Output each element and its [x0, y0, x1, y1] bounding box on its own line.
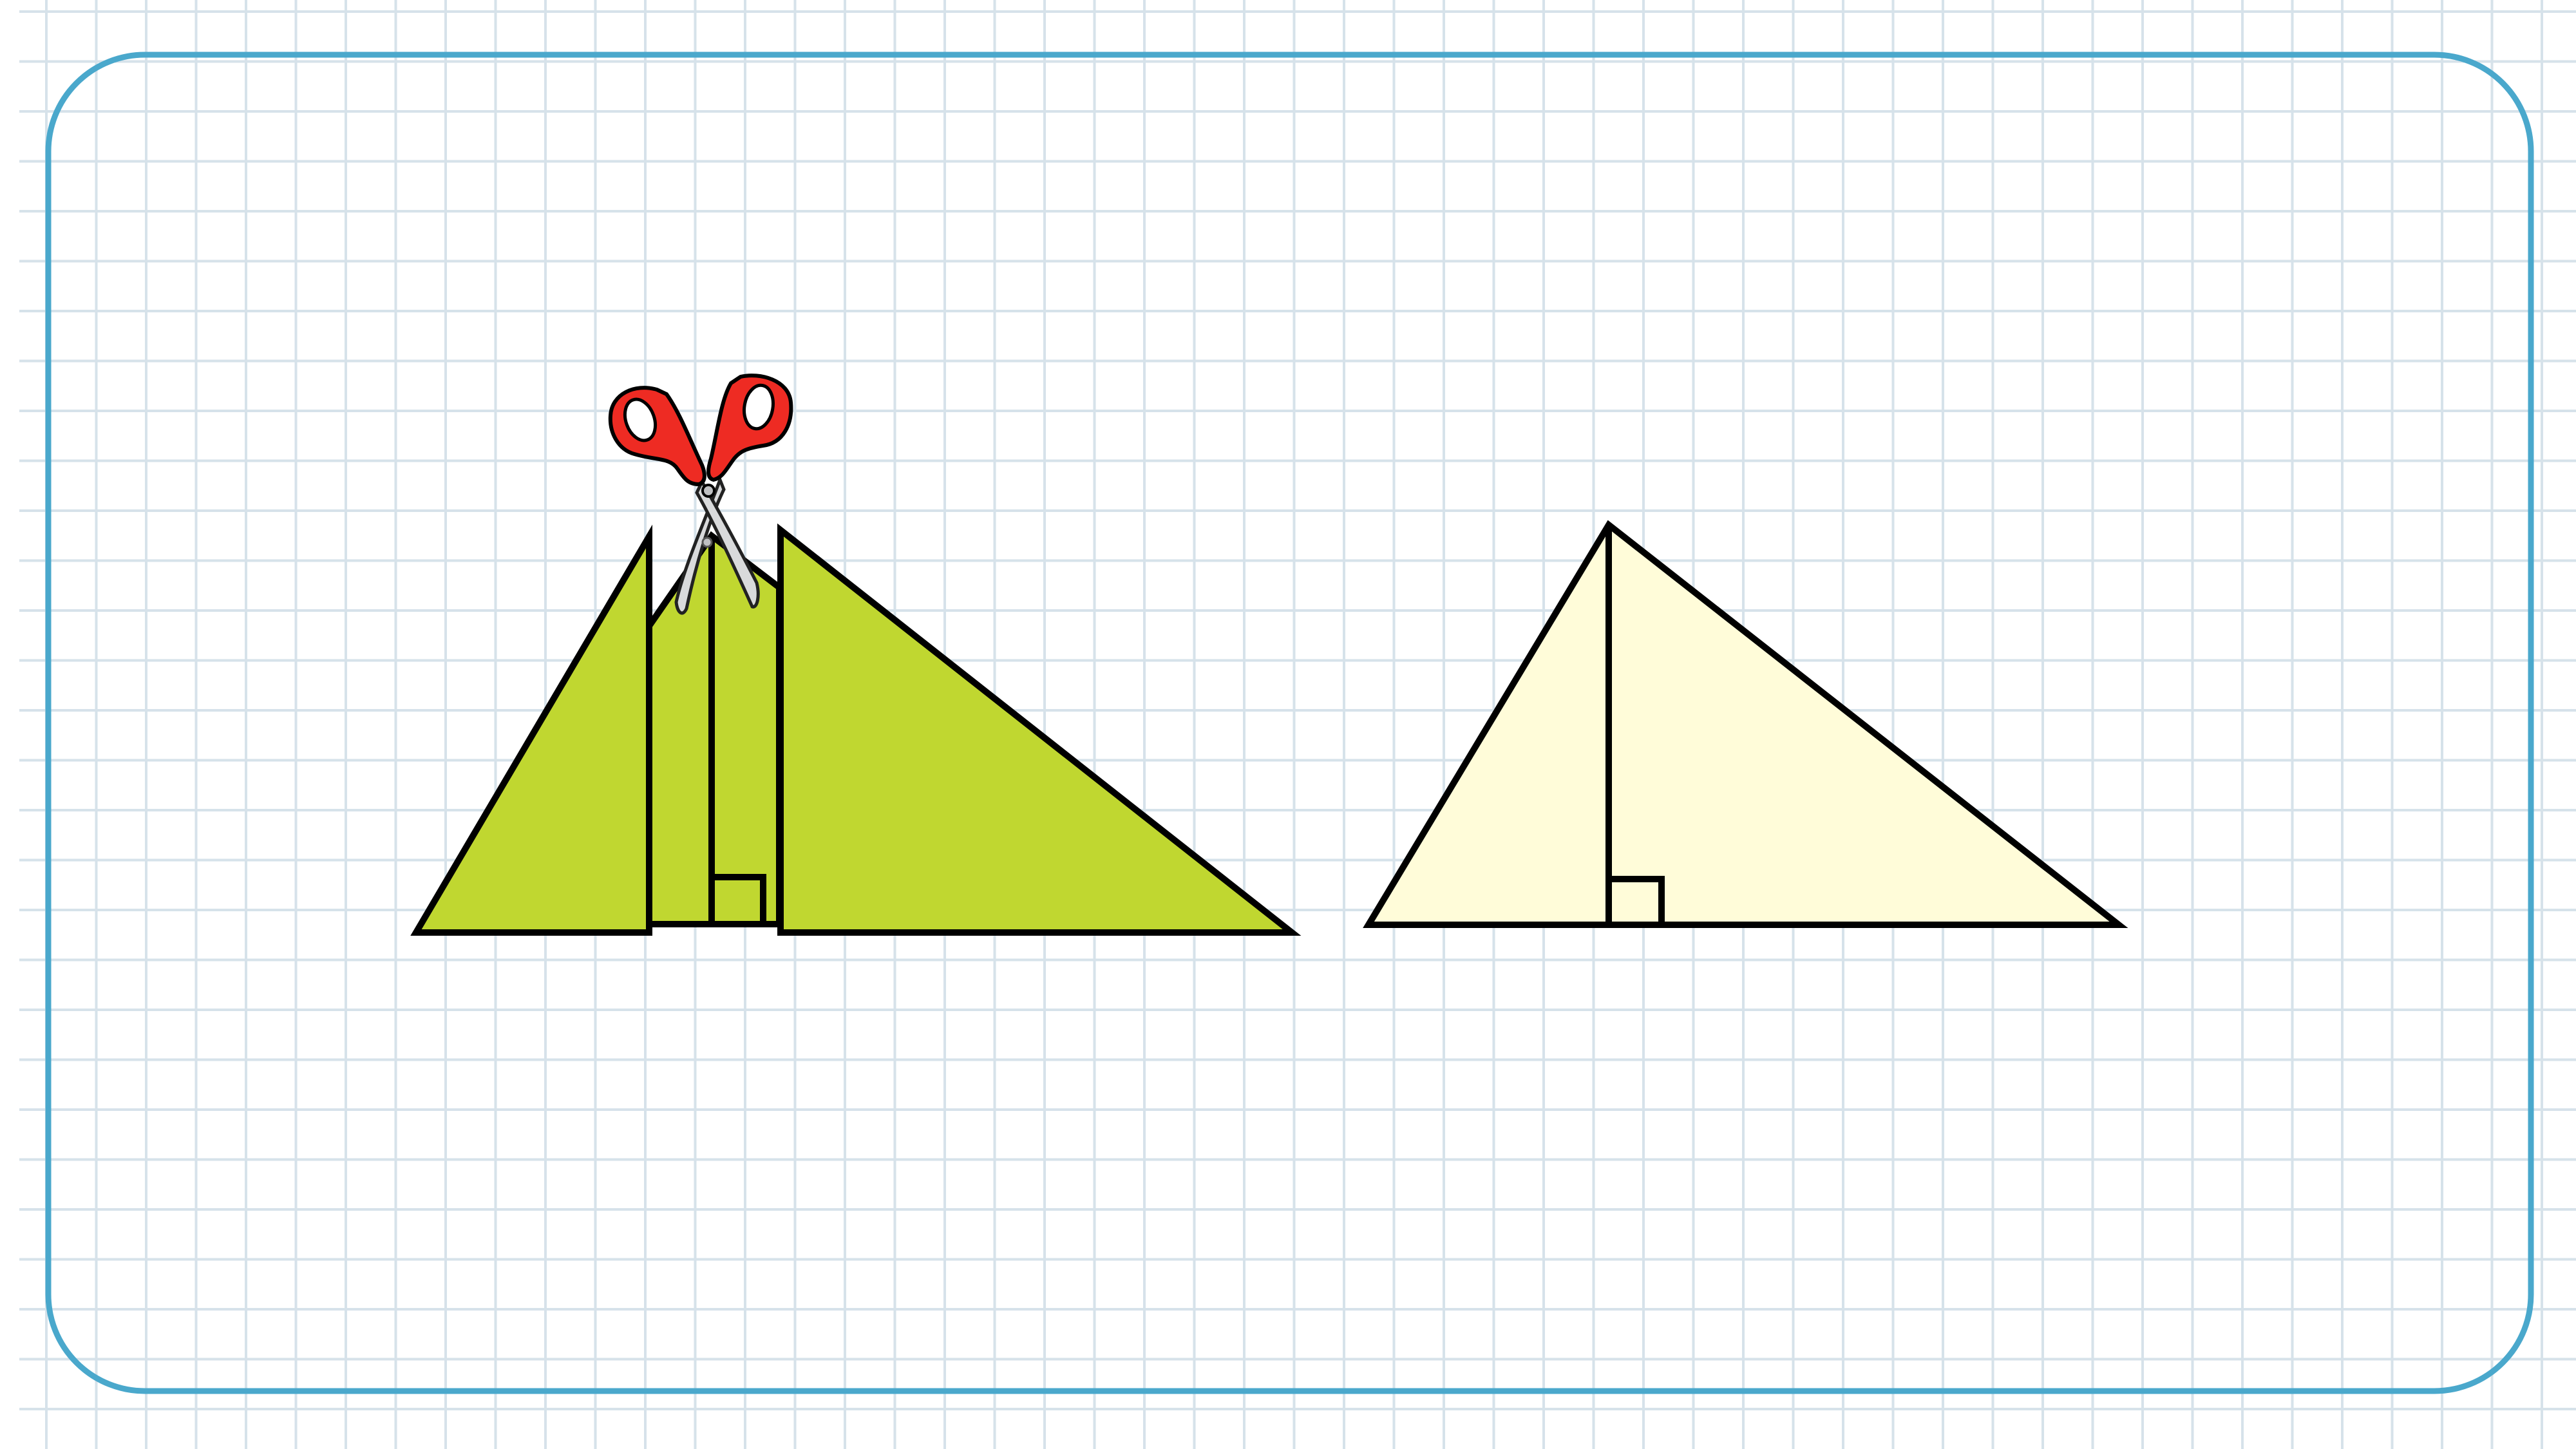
cut-triangle-group: [410, 523, 1302, 936]
scissors-screw: [701, 536, 713, 548]
scissors-icon: [608, 374, 793, 615]
scissors-pivot: [701, 484, 715, 498]
scissors-blade-front: [695, 478, 760, 609]
rounded-frame: [45, 52, 2534, 1394]
scissors-handle-left-hole: [623, 397, 658, 442]
right-angle-marker: [712, 874, 766, 924]
cut-triangle-right-piece: [777, 523, 1302, 936]
whole-triangle: [1363, 520, 2128, 928]
cut-triangle-left-piece: [410, 524, 652, 936]
scissors-handle-right-hole: [743, 383, 775, 431]
right-angle-marker: [1609, 876, 1665, 925]
whole-triangle-group: [1363, 520, 2128, 928]
